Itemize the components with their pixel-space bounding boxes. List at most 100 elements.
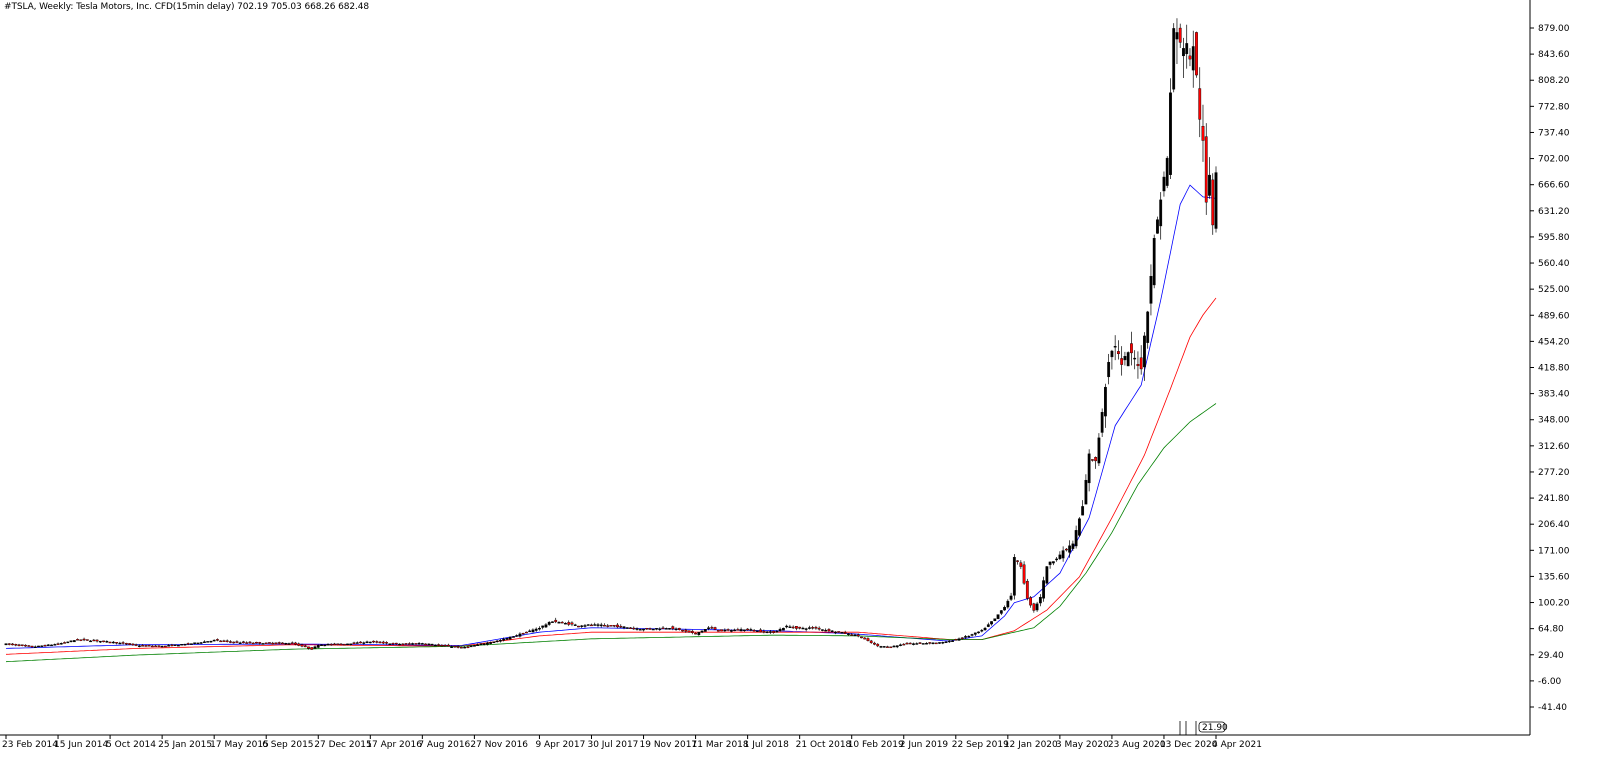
candle-body <box>193 642 197 644</box>
candle-body <box>749 629 753 631</box>
candle-body <box>586 624 590 626</box>
x-tick-label: 21 Oct 2018 <box>796 740 852 750</box>
candle <box>46 644 50 646</box>
candle <box>1113 335 1117 361</box>
candle <box>713 626 717 630</box>
candle-body <box>648 628 652 630</box>
candle-body <box>339 643 343 646</box>
candle-body <box>742 629 746 632</box>
candle-body <box>128 643 132 645</box>
candle <box>193 642 197 645</box>
candle-body <box>977 631 980 634</box>
candle <box>453 645 457 648</box>
candle <box>879 645 883 649</box>
candle <box>941 641 945 645</box>
candle <box>1130 331 1133 366</box>
candle <box>398 643 401 646</box>
candle <box>863 637 867 640</box>
candle <box>834 631 837 635</box>
candle-body <box>850 634 854 636</box>
candle <box>619 624 623 629</box>
candle-body <box>131 643 135 646</box>
candle-body <box>450 646 454 648</box>
candle <box>108 641 112 644</box>
candle <box>1162 171 1166 197</box>
candle <box>612 625 616 628</box>
candle <box>1195 31 1198 78</box>
candle-body <box>359 641 362 644</box>
candle <box>268 642 271 644</box>
candle-body <box>329 643 333 646</box>
candle-body <box>365 641 369 644</box>
candle <box>798 626 802 630</box>
candle <box>98 640 102 643</box>
candle-body <box>879 646 883 648</box>
candle <box>33 645 37 648</box>
candle-body <box>398 643 401 646</box>
candle <box>1022 561 1026 585</box>
candle <box>928 642 932 645</box>
candle-body <box>1012 557 1016 596</box>
candle-body <box>313 646 317 649</box>
candle-body <box>216 639 219 641</box>
candle-body <box>1165 157 1169 186</box>
candle <box>1175 18 1179 65</box>
candle-body <box>1061 550 1065 559</box>
candle <box>92 638 96 642</box>
y-tick-label: 879.00 <box>1538 24 1570 34</box>
y-tick-label: 772.80 <box>1538 102 1570 112</box>
candle <box>147 644 151 647</box>
candle-body <box>674 628 678 630</box>
candle-body <box>580 625 584 627</box>
candle <box>788 624 792 628</box>
candle <box>372 640 375 644</box>
candle-body <box>808 627 811 629</box>
candle-body <box>1084 479 1088 505</box>
candle <box>690 629 694 635</box>
candle-body <box>326 644 330 646</box>
candle <box>255 641 258 644</box>
candle-body <box>173 644 177 647</box>
candle <box>993 618 997 622</box>
candle-body <box>258 642 262 644</box>
candle-body <box>876 643 880 647</box>
x-tick-label: 10 Feb 2019 <box>848 740 904 750</box>
candle-body <box>307 646 310 649</box>
candle-body <box>92 639 96 642</box>
candle <box>420 642 424 645</box>
candle <box>977 631 980 634</box>
candle <box>251 642 255 645</box>
candle-body <box>821 629 824 631</box>
candle <box>381 640 385 645</box>
candle <box>505 637 509 640</box>
candle <box>1006 599 1010 609</box>
candle <box>238 641 242 644</box>
candle-body <box>681 629 684 632</box>
candle <box>742 629 746 632</box>
candle <box>567 620 571 627</box>
candle-body <box>190 643 193 645</box>
candle <box>1084 474 1088 505</box>
x-tick-label: 13 Dec 2020 <box>1160 740 1218 750</box>
candle <box>430 643 434 646</box>
candle-body <box>1058 554 1062 559</box>
candle-body <box>1136 364 1140 367</box>
y-tick-label: 560.40 <box>1538 259 1570 269</box>
candle <box>219 640 223 643</box>
candle <box>1133 350 1137 370</box>
candle-body <box>248 641 252 644</box>
candle <box>599 622 603 628</box>
candle-body <box>255 641 258 644</box>
candle-body <box>560 621 564 624</box>
candle <box>30 645 34 648</box>
candle-body <box>999 610 1003 614</box>
candle-body <box>616 624 619 628</box>
candle <box>277 641 281 645</box>
candle-body <box>941 641 945 644</box>
candle <box>934 642 938 645</box>
candle-body <box>89 640 92 643</box>
candle <box>791 625 795 629</box>
candle-body <box>1143 335 1146 368</box>
candle-body <box>983 627 987 631</box>
candle-body <box>690 630 694 633</box>
